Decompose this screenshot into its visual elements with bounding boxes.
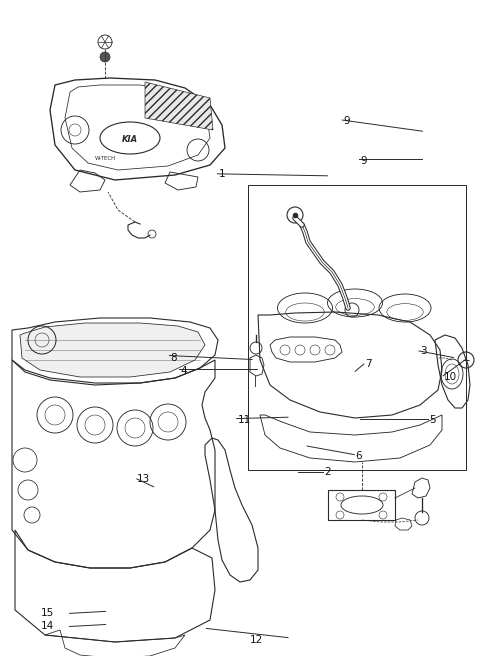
Text: 13: 13 bbox=[137, 474, 150, 484]
Text: 5: 5 bbox=[430, 415, 436, 425]
Text: 2: 2 bbox=[324, 467, 331, 478]
Text: 15: 15 bbox=[41, 608, 54, 619]
Text: 12: 12 bbox=[250, 634, 263, 645]
Circle shape bbox=[100, 52, 110, 62]
Text: KIA: KIA bbox=[122, 136, 138, 144]
Text: 6: 6 bbox=[355, 451, 362, 461]
Text: 7: 7 bbox=[365, 359, 372, 369]
Polygon shape bbox=[20, 323, 205, 377]
Text: 9: 9 bbox=[360, 155, 367, 166]
Text: 8: 8 bbox=[170, 352, 177, 363]
Text: 4: 4 bbox=[180, 365, 187, 376]
Polygon shape bbox=[145, 82, 213, 130]
Text: 11: 11 bbox=[238, 415, 251, 425]
Text: 9: 9 bbox=[343, 116, 350, 127]
Text: 3: 3 bbox=[420, 346, 427, 356]
Text: 14: 14 bbox=[41, 621, 54, 632]
Text: 10: 10 bbox=[444, 372, 457, 382]
Text: W-TECH: W-TECH bbox=[95, 155, 116, 161]
Bar bbox=[248, 185, 466, 470]
Text: 1: 1 bbox=[218, 169, 225, 179]
